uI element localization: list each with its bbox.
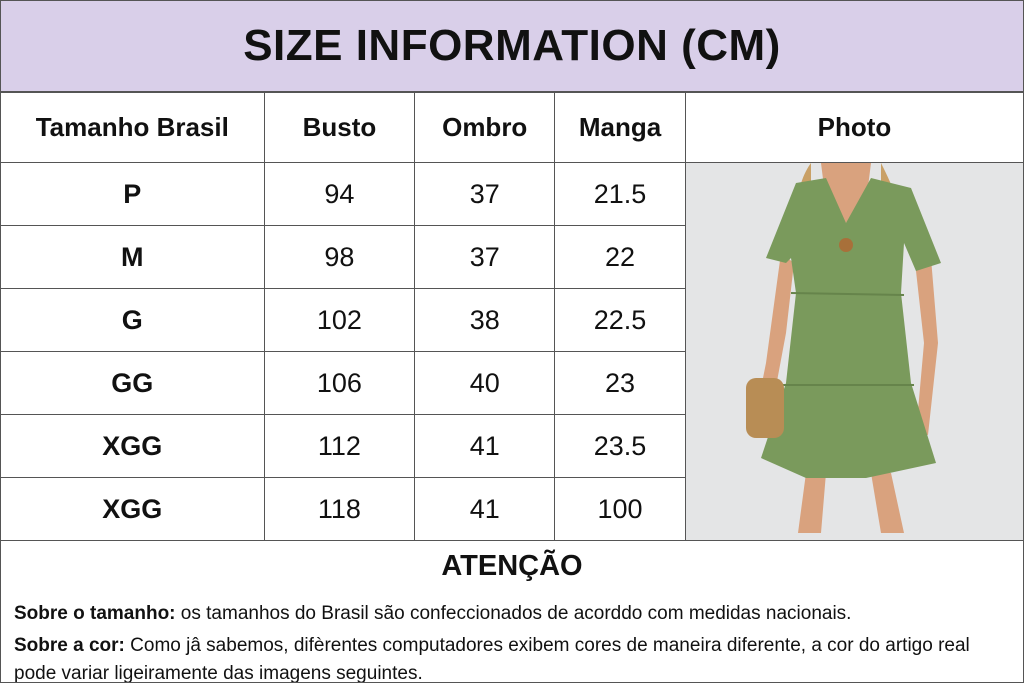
bust-cell: 102 xyxy=(263,288,416,352)
table-header-row: Tamanho Brasil Busto Ombro Manga Photo xyxy=(0,92,1024,163)
color-note-text: Como jâ sabemos, difèrentes computadores… xyxy=(14,635,970,684)
header-size: Tamanho Brasil xyxy=(0,92,265,163)
bust-cell: 98 xyxy=(263,225,416,289)
shoulder-cell: 37 xyxy=(414,225,556,289)
color-note-label: Sobre a cor: xyxy=(14,635,125,656)
size-cell: P xyxy=(0,162,265,226)
attention-section: ATENÇÃO Sobre o tamanho: os tamanhos do … xyxy=(0,532,1024,684)
header-bust: Busto xyxy=(263,92,416,163)
sleeve-cell: 23 xyxy=(554,351,686,415)
shoulder-cell: 37 xyxy=(414,162,556,226)
size-table: Tamanho Brasil Busto Ombro Manga Photo P… xyxy=(0,92,1024,541)
table-row: P 94 37 21.5 xyxy=(0,162,1024,541)
product-photo xyxy=(684,162,1024,541)
sleeve-cell: 21.5 xyxy=(554,162,686,226)
table-row: M 98 37 22 xyxy=(0,225,1024,289)
bust-cell: 106 xyxy=(263,351,416,415)
sleeve-cell: 22 xyxy=(554,225,686,289)
sleeve-cell: 22.5 xyxy=(554,288,686,352)
bust-cell: 94 xyxy=(263,162,416,226)
size-cell: XGG xyxy=(0,477,265,541)
page-title: SIZE INFORMATION (CM) xyxy=(0,0,1024,92)
dress-model-image xyxy=(685,163,1023,533)
size-cell: G xyxy=(0,288,265,352)
bust-cell: 118 xyxy=(263,477,416,541)
table-row: G 102 38 22.5 xyxy=(0,288,1024,352)
size-note-text: os tamanhos do Brasil são confeccionados… xyxy=(175,603,852,624)
shoulder-cell: 41 xyxy=(414,414,556,478)
size-note: Sobre o tamanho: os tamanhos do Brasil s… xyxy=(14,600,1010,628)
sleeve-cell: 23.5 xyxy=(554,414,686,478)
attention-heading: ATENÇÃO xyxy=(441,550,583,582)
color-note: Sobre a cor: Como jâ sabemos, difèrentes… xyxy=(14,632,1010,688)
table-row: XGG 118 41 100 xyxy=(0,477,1024,541)
sleeve-cell: 100 xyxy=(554,477,686,541)
size-note-label: Sobre o tamanho: xyxy=(14,603,176,624)
size-cell: M xyxy=(0,225,265,289)
shoulder-cell: 41 xyxy=(414,477,556,541)
bust-cell: 112 xyxy=(263,414,416,478)
header-photo: Photo xyxy=(684,92,1024,163)
